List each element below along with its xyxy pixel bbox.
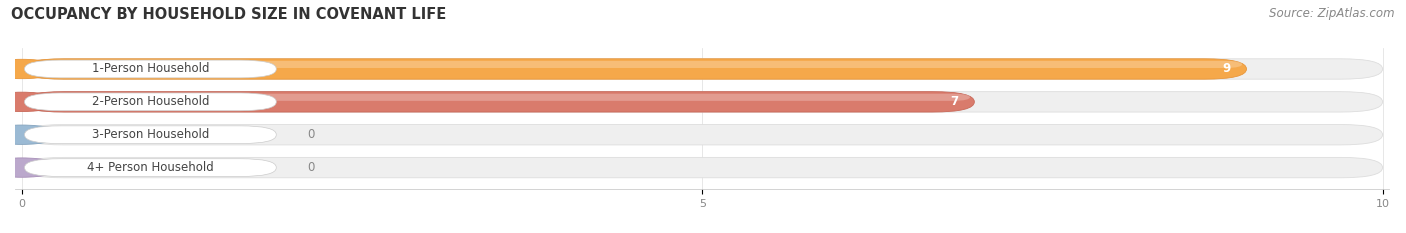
Circle shape: [0, 92, 62, 112]
Text: 7: 7: [950, 95, 957, 108]
Text: 0: 0: [308, 128, 315, 141]
Circle shape: [0, 59, 62, 79]
Text: 9: 9: [1222, 62, 1230, 75]
Text: 3-Person Household: 3-Person Household: [91, 128, 209, 141]
FancyBboxPatch shape: [22, 59, 1247, 79]
FancyBboxPatch shape: [22, 92, 1382, 112]
FancyBboxPatch shape: [22, 158, 1382, 178]
Text: 1-Person Household: 1-Person Household: [91, 62, 209, 75]
FancyBboxPatch shape: [22, 124, 1382, 145]
FancyBboxPatch shape: [22, 92, 974, 112]
Text: 4+ Person Household: 4+ Person Household: [87, 161, 214, 174]
Text: Source: ZipAtlas.com: Source: ZipAtlas.com: [1270, 7, 1395, 20]
Circle shape: [0, 125, 62, 144]
FancyBboxPatch shape: [22, 59, 1382, 79]
FancyBboxPatch shape: [24, 60, 276, 78]
Text: 2-Person Household: 2-Person Household: [91, 95, 209, 108]
FancyBboxPatch shape: [24, 159, 276, 176]
Text: OCCUPANCY BY HOUSEHOLD SIZE IN COVENANT LIFE: OCCUPANCY BY HOUSEHOLD SIZE IN COVENANT …: [11, 7, 447, 22]
FancyBboxPatch shape: [44, 61, 1243, 68]
FancyBboxPatch shape: [44, 94, 970, 101]
Text: 0: 0: [308, 161, 315, 174]
FancyBboxPatch shape: [24, 93, 276, 111]
FancyBboxPatch shape: [24, 126, 276, 144]
Circle shape: [0, 158, 62, 177]
